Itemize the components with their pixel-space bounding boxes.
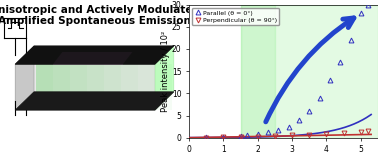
Polygon shape	[36, 64, 53, 110]
Polygon shape	[155, 64, 172, 110]
Polygon shape	[138, 64, 155, 110]
Polygon shape	[70, 64, 87, 110]
Polygon shape	[121, 64, 138, 110]
Polygon shape	[15, 46, 174, 64]
Polygon shape	[15, 64, 155, 110]
Text: Anisotropic and Actively Modulated
Amplified Spontaneous Emission: Anisotropic and Actively Modulated Ampli…	[0, 5, 200, 26]
Polygon shape	[15, 46, 174, 64]
Bar	[240, 5, 275, 138]
Polygon shape	[15, 92, 174, 110]
Polygon shape	[15, 46, 34, 110]
Y-axis label: Peak intensity / 10²: Peak intensity / 10²	[161, 30, 170, 112]
Polygon shape	[53, 64, 70, 110]
Bar	[240, 5, 378, 138]
Polygon shape	[155, 46, 174, 110]
Polygon shape	[87, 64, 104, 110]
Legend: Parallel (θ = 0°), Perpendicular (θ = 90°): Parallel (θ = 0°), Perpendicular (θ = 90…	[192, 8, 279, 25]
Polygon shape	[53, 52, 132, 64]
Polygon shape	[104, 64, 121, 110]
